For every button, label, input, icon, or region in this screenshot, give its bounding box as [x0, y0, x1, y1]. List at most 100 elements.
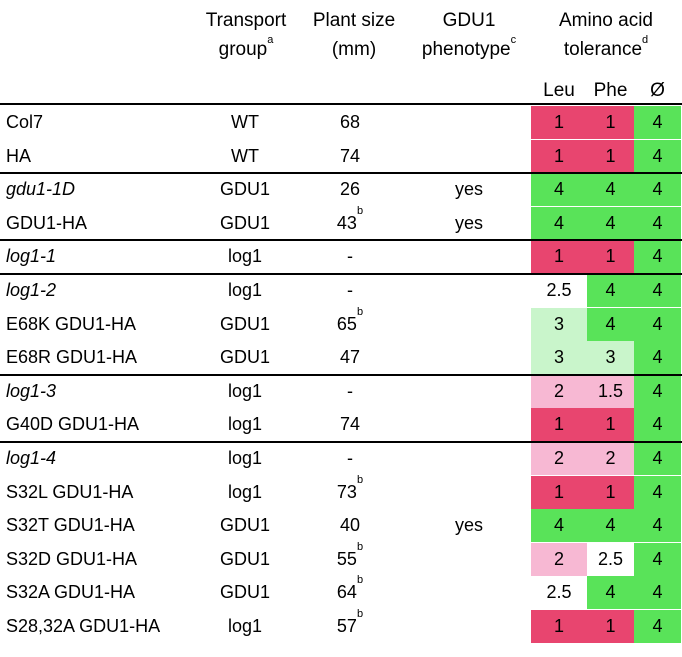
footnote-b: b	[356, 204, 364, 217]
table-row: log1-2 log1-2.5 4 4	[0, 274, 682, 307]
plant-size-value: 47	[302, 341, 398, 374]
gdu1-phenotype-value	[410, 408, 528, 441]
line-name: E68K GDU1-HA	[6, 313, 137, 334]
table-row: E68K GDU1-HA GDU1 65b 3 4 4	[0, 306, 682, 341]
header-phe: Phe	[593, 80, 628, 101]
leu-tolerance-cell: 2.5	[531, 576, 587, 610]
plant-size-value: 40	[302, 509, 398, 542]
phe-tolerance-cell: 2	[587, 442, 634, 475]
transport-group-value: GDU1	[219, 347, 270, 368]
nil-tolerance-cell: 4	[634, 139, 681, 173]
line-name: HA	[6, 145, 32, 166]
line-name: S32A GDU1-HA	[6, 582, 136, 603]
line-name: S32T GDU1-HA	[6, 515, 135, 536]
nil-tolerance-cell: 4	[634, 374, 681, 408]
header-gdu1-phenotype-line2: phenotype	[421, 39, 511, 60]
plant-size-value: 64b	[302, 574, 398, 609]
footnote-c: c	[510, 34, 517, 46]
phe-tolerance-cell: 4	[587, 576, 634, 610]
leu-tolerance-cell: 4	[531, 509, 587, 543]
plant-size-number: -	[347, 246, 353, 267]
gdu1-phenotype-value	[410, 274, 528, 307]
phe-tolerance-cell: 4	[587, 509, 634, 543]
footnote-b: b	[356, 473, 364, 486]
plant-size-number: 55	[336, 548, 357, 569]
transport-group-value: log1	[227, 481, 263, 502]
header-transport-group: Transport groupa	[194, 6, 298, 64]
header-transport-group-line2: group	[218, 39, 268, 60]
table-row: GDU1-HA GDU1 43b yes 4 4 4	[0, 204, 682, 240]
nil-tolerance-cell: 4	[634, 610, 681, 643]
line-name: log1-3	[6, 380, 57, 401]
plant-size-number: 74	[339, 145, 361, 166]
gdu1-phenotype-value	[410, 576, 528, 609]
table-row: E68R GDU1-HA GDU1 47 3 3 4	[0, 341, 682, 375]
group-separator	[0, 172, 682, 175]
plant-size-number: 26	[339, 179, 361, 200]
gdu1-phenotype-value	[410, 140, 528, 173]
transport-group-value: log1	[227, 380, 263, 401]
group-separator	[0, 373, 682, 376]
nil-tolerance-cell: 4	[634, 307, 681, 341]
line-name: S32D GDU1-HA	[6, 548, 138, 569]
header-amino-acid-line2-wrap: toleranced	[531, 34, 681, 64]
plant-size-number: 74	[339, 414, 361, 435]
leu-tolerance-cell: 4	[531, 206, 587, 240]
plant-size-value: -	[302, 274, 398, 307]
table-row: log1-3 log1 - 2 1.5 4	[0, 374, 682, 408]
header-gdu1-phenotype: GDU1 phenotypec	[405, 6, 533, 64]
nil-tolerance-cell: 4	[634, 206, 681, 240]
transport-group-value: log1	[227, 616, 263, 636]
plant-size-number: -	[347, 448, 353, 468]
line-name: log1-2	[6, 280, 57, 300]
leu-tolerance-cell: 1	[531, 139, 587, 173]
phe-tolerance-cell: 1	[587, 139, 634, 173]
transport-group-value: GDU1	[219, 179, 270, 200]
nil-tolerance-cell: 4	[634, 576, 681, 610]
line-name: log1-1	[6, 246, 57, 267]
table-row: S32D GDU1-HA GDU1 55b 2 2.5 4	[0, 541, 682, 576]
phe-tolerance-cell: 4	[587, 173, 634, 207]
plant-size-value: 68	[302, 106, 398, 139]
phe-tolerance-cell: 1	[587, 106, 634, 139]
table-row: G40D GDU1-HA log1 74 1 1 4	[0, 408, 682, 442]
leu-tolerance-cell: 1	[531, 475, 587, 509]
transport-group-value: log1	[227, 414, 263, 435]
gdu1-phenotype-value	[410, 106, 528, 139]
nil-tolerance-cell: 4	[634, 274, 681, 307]
header-plant-size-line1: Plant size	[312, 10, 396, 31]
phe-tolerance-cell: 4	[587, 206, 634, 240]
header-leu: Leu	[543, 80, 575, 101]
plant-size-number: -	[347, 280, 353, 300]
plant-size-number: 57	[336, 616, 357, 636]
gdu1-phenotype-value	[410, 476, 528, 509]
nil-tolerance-cell: 4	[634, 173, 681, 207]
gdu1-phenotype-value	[410, 308, 528, 341]
gdu1-phenotype-value: yes	[454, 515, 483, 536]
footnote-a: a	[267, 34, 274, 46]
line-name: E68R GDU1-HA	[6, 347, 138, 368]
phe-tolerance-cell: 4	[587, 274, 634, 307]
header-gdu1-phenotype-line2-wrap: phenotypec	[405, 34, 533, 64]
nil-tolerance-cell: 4	[634, 106, 681, 139]
leu-tolerance-cell: 2	[531, 374, 587, 408]
gdu1-phenotype-value	[410, 543, 528, 576]
group-separator	[0, 273, 682, 275]
header-plant-size-line2: (mm)	[331, 39, 377, 60]
nil-tolerance-cell: 4	[634, 240, 681, 274]
gdu1-phenotype-value: yes	[454, 212, 483, 233]
phe-tolerance-cell: 2.5	[587, 542, 634, 576]
plant-size-value: 65b	[302, 306, 398, 341]
plant-size-value: 57b	[302, 608, 398, 643]
transport-group-value: GDU1	[219, 548, 270, 569]
plant-size-value: 43b	[302, 204, 398, 240]
line-name: log1-4	[6, 448, 57, 468]
leu-tolerance-cell: 3	[531, 307, 587, 341]
footnote-b: b	[356, 608, 364, 620]
plant-size-number: 43	[336, 212, 357, 233]
phe-tolerance-cell: 3	[587, 341, 634, 375]
group-separator	[0, 239, 682, 242]
gdu1-phenotype-value	[410, 341, 528, 374]
header-amino-acid-line1: Amino acid	[559, 10, 653, 31]
